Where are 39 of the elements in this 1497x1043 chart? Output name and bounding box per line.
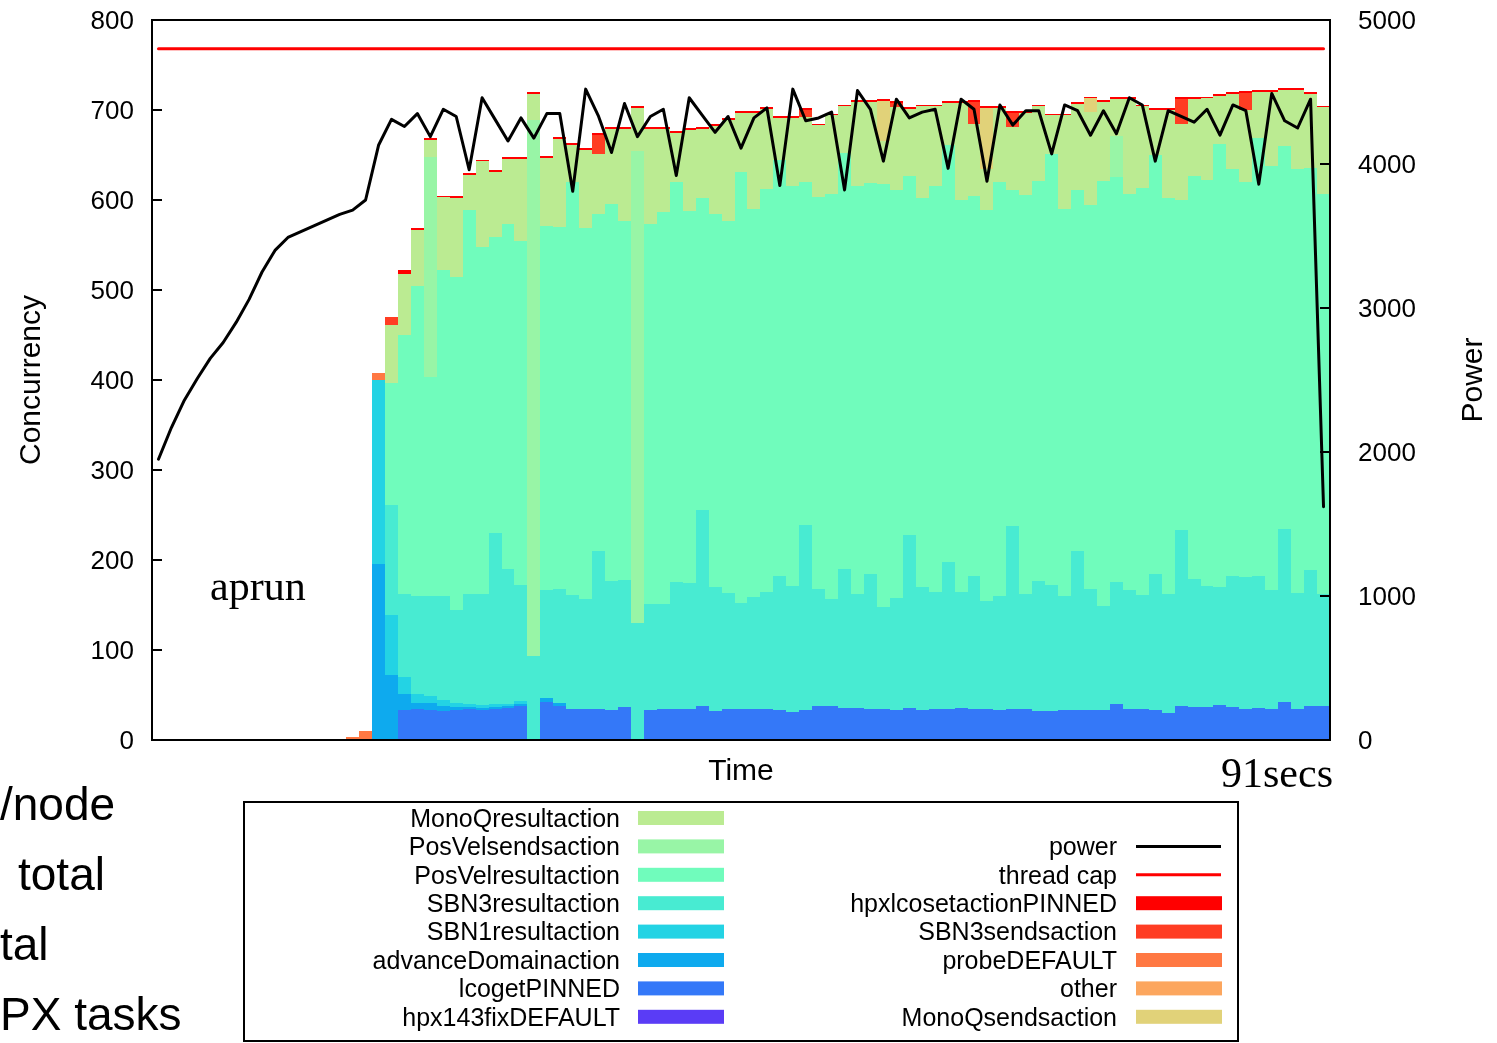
legend-label: PosVelsendsaction: [408, 832, 620, 861]
legend-label: SBN3sendsaction: [918, 917, 1117, 946]
y-tick-label: 400: [90, 365, 134, 396]
y-tick-label: 100: [90, 635, 134, 666]
legend-label: MonoQsendsaction: [901, 1002, 1117, 1031]
text: /node: [0, 778, 116, 830]
legend-label: PosVelresultaction: [414, 860, 620, 889]
y-tick-label: 0: [119, 725, 134, 756]
legend-label: other: [1060, 974, 1117, 1003]
text: tal: [0, 918, 49, 970]
legend-label: SBN1resultaction: [426, 917, 620, 946]
y2-tick-label: 3000: [1358, 293, 1416, 324]
legend-label: hpx143fixDEFAULT: [402, 1002, 620, 1031]
legend-label: power: [1048, 832, 1117, 861]
y-tick-label: 700: [90, 95, 134, 126]
legend-label: lcogetPINNED: [458, 974, 620, 1003]
legend-label: advanceDomainaction: [372, 945, 620, 974]
y-tick-label: 300: [90, 455, 134, 486]
legend-label: SBN3resultaction: [426, 888, 620, 917]
legend-label: hpxlcosetactionPINNED: [850, 888, 1117, 917]
y2-tick-label: 0: [1358, 725, 1373, 756]
text: 91secs: [1221, 750, 1333, 796]
annotation: aprun: [210, 563, 306, 609]
x-axis-title: Time: [708, 753, 774, 786]
y-tick-label: 800: [90, 5, 134, 36]
y-tick-label: 500: [90, 275, 134, 306]
y2-axis-title: Power: [1455, 337, 1488, 423]
legend-label: thread cap: [998, 860, 1117, 889]
legend-label: probeDEFAULT: [942, 945, 1117, 974]
y2-tick-label: 5000: [1358, 5, 1416, 36]
y2-tick-label: 1000: [1358, 581, 1416, 612]
y-tick-label: 600: [90, 185, 134, 216]
y2-tick-label: 4000: [1358, 149, 1416, 180]
text: PX tasks: [0, 988, 182, 1040]
y-axis-title: Concurrency: [13, 294, 46, 466]
legend-label: MonoQresultaction: [410, 803, 620, 832]
y2-tick-label: 2000: [1358, 437, 1416, 468]
y-tick-label: 200: [90, 545, 134, 576]
text: total: [18, 848, 105, 900]
